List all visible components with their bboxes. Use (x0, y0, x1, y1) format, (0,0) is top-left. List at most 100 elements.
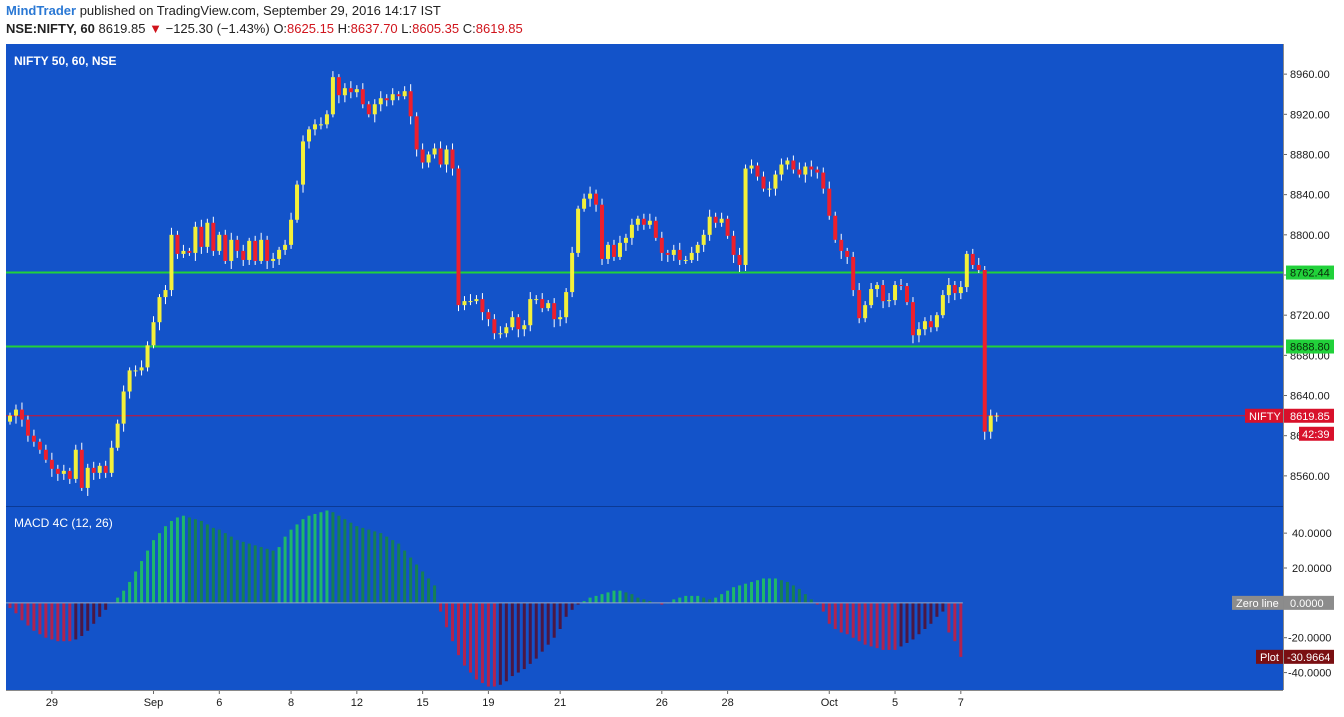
candle-body[interactable] (474, 299, 479, 302)
candle-body[interactable] (414, 116, 419, 150)
macd-bar[interactable] (259, 547, 263, 603)
macd-bar[interactable] (516, 602, 520, 673)
macd-bar[interactable] (241, 541, 245, 603)
candle-body[interactable] (504, 327, 509, 334)
candle-body[interactable] (528, 299, 533, 326)
candle-body[interactable] (79, 449, 84, 488)
candle-body[interactable] (869, 289, 874, 306)
macd-bar[interactable] (301, 519, 305, 603)
candle-body[interactable] (456, 168, 461, 306)
macd-bar[interactable] (451, 602, 455, 642)
candle-body[interactable] (283, 244, 288, 250)
candle-body[interactable] (271, 258, 276, 261)
candle-body[interactable] (253, 240, 258, 261)
candle-body[interactable] (839, 239, 844, 251)
macd-bar[interactable] (636, 597, 640, 603)
macd-bar[interactable] (457, 602, 460, 656)
candle-body[interactable] (13, 409, 18, 416)
candle-body[interactable] (653, 220, 658, 238)
macd-bar[interactable] (600, 594, 604, 603)
candle-body[interactable] (857, 290, 862, 319)
macd-bar[interactable] (32, 602, 36, 631)
candle-body[interactable] (85, 467, 90, 488)
macd-bar[interactable] (821, 602, 825, 612)
candle-body[interactable] (594, 193, 599, 205)
candle-body[interactable] (199, 226, 204, 247)
candle-body[interactable] (677, 249, 682, 260)
candle-body[interactable] (31, 435, 36, 442)
candle-body[interactable] (366, 104, 371, 115)
macd-bar[interactable] (397, 543, 401, 603)
macd-bar[interactable] (839, 602, 843, 633)
macd-bar[interactable] (558, 602, 562, 629)
macd-bar[interactable] (612, 590, 616, 603)
candle-body[interactable] (229, 239, 234, 261)
macd-bar[interactable] (295, 524, 299, 603)
candle-body[interactable] (115, 423, 120, 448)
candle-body[interactable] (241, 250, 246, 260)
macd-bar[interactable] (905, 602, 909, 643)
macd-bar[interactable] (391, 540, 395, 603)
candle-body[interactable] (552, 303, 557, 320)
macd-bar[interactable] (62, 602, 66, 642)
candle-body[interactable] (743, 168, 748, 265)
macd-bar[interactable] (199, 520, 203, 603)
candle-body[interactable] (462, 301, 467, 306)
macd-bar[interactable] (480, 602, 484, 684)
macd-bar[interactable] (498, 602, 502, 685)
macd-bar[interactable] (253, 545, 257, 603)
candle-body[interactable] (312, 124, 317, 130)
macd-bar[interactable] (158, 533, 161, 603)
candle-body[interactable] (498, 333, 503, 335)
macd-bar[interactable] (175, 517, 179, 603)
macd-bar[interactable] (552, 602, 556, 638)
macd-bar[interactable] (44, 602, 48, 638)
macd-bar[interactable] (797, 588, 801, 603)
candle-body[interactable] (617, 242, 622, 257)
macd-bar[interactable] (618, 590, 622, 603)
candle-body[interactable] (61, 470, 66, 474)
macd-bar[interactable] (899, 602, 903, 647)
macd-bar[interactable] (474, 602, 478, 680)
candle-body[interactable] (713, 216, 718, 223)
macd-bar[interactable] (702, 597, 706, 603)
candle-body[interactable] (91, 467, 96, 473)
macd-bar[interactable] (355, 526, 359, 603)
macd-bar[interactable] (851, 602, 855, 638)
macd-bar[interactable] (56, 602, 60, 642)
candle-body[interactable] (402, 91, 407, 97)
macd-bar[interactable] (929, 602, 933, 624)
macd-bar[interactable] (373, 531, 377, 603)
macd-bar[interactable] (570, 602, 574, 610)
candle-body[interactable] (157, 297, 162, 323)
macd-bar[interactable] (50, 602, 54, 640)
macd-bar[interactable] (726, 590, 730, 603)
macd-bar[interactable] (678, 597, 682, 603)
candle-body[interactable] (779, 164, 784, 175)
macd-bar[interactable] (510, 602, 514, 677)
macd-bar[interactable] (265, 548, 269, 603)
macd-bar[interactable] (468, 602, 472, 673)
candle-body[interactable] (432, 148, 437, 155)
macd-bar[interactable] (409, 557, 413, 603)
candle-body[interactable] (546, 303, 551, 309)
macd-bar[interactable] (205, 524, 209, 603)
macd-bar[interactable] (20, 602, 24, 621)
macd-bar[interactable] (564, 602, 568, 617)
candle-body[interactable] (665, 252, 670, 255)
macd-bar[interactable] (421, 571, 425, 603)
macd-bar[interactable] (594, 595, 598, 603)
macd-bar[interactable] (935, 602, 939, 617)
macd-bar[interactable] (869, 602, 873, 647)
candle-body[interactable] (25, 419, 30, 436)
candle-body[interactable] (988, 415, 993, 432)
macd-bar[interactable] (211, 527, 215, 603)
macd-bar[interactable] (947, 602, 951, 633)
candle-body[interactable] (629, 224, 634, 238)
candle-body[interactable] (19, 409, 24, 420)
candle-body[interactable] (295, 184, 300, 220)
candle-body[interactable] (408, 91, 413, 117)
candle-body[interactable] (600, 204, 605, 259)
macd-bar[interactable] (289, 529, 293, 603)
macd-bar[interactable] (169, 520, 173, 603)
